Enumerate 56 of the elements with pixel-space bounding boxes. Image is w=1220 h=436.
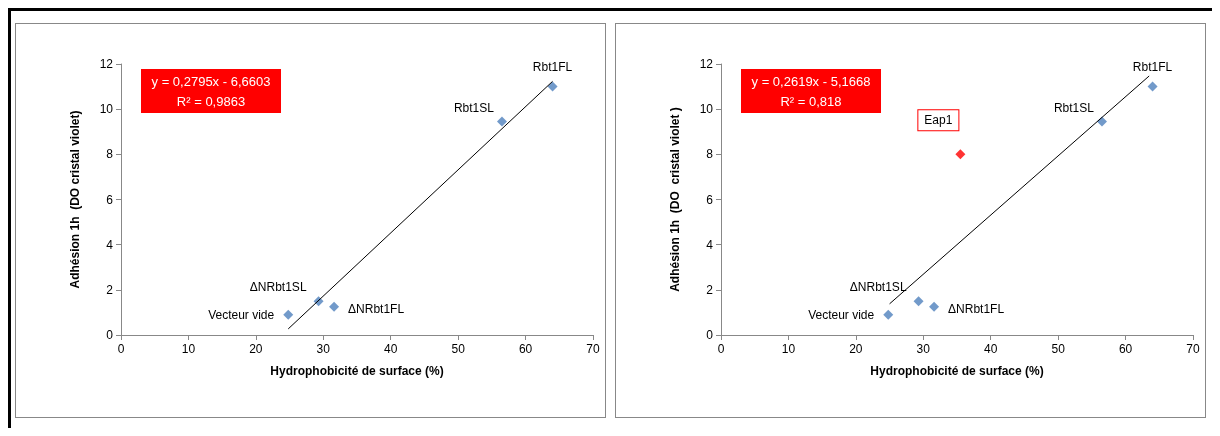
point — [883, 309, 894, 320]
x-tick-label: 30 — [316, 342, 331, 356]
y-tick-label: 10 — [699, 102, 714, 117]
x-tick-label: 20 — [849, 342, 863, 356]
annotation: y = 0,2795x - 6,6603 R² = 0,9863 — [151, 73, 271, 109]
point — [1147, 81, 1158, 92]
point — [955, 149, 966, 160]
x-axis-title: Hydrophobicité de surface (%) — [270, 364, 444, 378]
annotation: Rbt1FL — [1132, 59, 1173, 74]
x-tick-label: 20 — [249, 342, 263, 356]
y-tick-label: 2 — [706, 282, 714, 297]
point — [913, 296, 924, 307]
annotation: ΔNRbt1SL — [849, 280, 907, 295]
annotation: ΔNRbt1SL — [249, 280, 307, 295]
y-tick-label: 4 — [106, 237, 114, 252]
x-tick-label: 40 — [384, 342, 398, 356]
annotation: Rbt1SL — [1053, 100, 1095, 115]
x-tick-label: 0 — [117, 342, 125, 356]
point — [547, 81, 558, 92]
y-tick-label: 4 — [706, 237, 714, 252]
y-tick-label: 8 — [706, 147, 714, 162]
x-tick-label: 60 — [1118, 342, 1133, 356]
annotation: ΔNRbt1FL — [948, 301, 1005, 316]
point — [929, 301, 940, 312]
y-tick-label: 0 — [106, 328, 114, 342]
x-tick-label: 30 — [916, 342, 931, 356]
x-tick-label: 0 — [717, 342, 725, 356]
y-tick-label: 12 — [99, 57, 114, 71]
y-axis-title: Adhésion 1h (DO cristal violet ) — [668, 107, 682, 292]
y-axis-title: Adhésion 1h (DO cristal violet) — [68, 110, 82, 289]
annotation: ΔNRbt1FL — [348, 301, 405, 316]
annotation: Rbt1SL — [453, 100, 495, 115]
annotation: Rbt1FL — [532, 59, 573, 74]
x-tick-label: 10 — [781, 342, 796, 356]
y-tick-label: 6 — [106, 192, 114, 207]
y-tick-label: 12 — [699, 57, 714, 71]
x-tick-label: 70 — [586, 342, 600, 356]
point — [496, 116, 507, 127]
y-tick-label: 0 — [706, 328, 714, 342]
y-tick-label: 8 — [106, 147, 114, 162]
y-tick-label: 2 — [106, 282, 114, 297]
y-tick-label: 10 — [99, 102, 114, 117]
annotation: y = 0,2619x - 5,1668 R² = 0,818 — [751, 73, 871, 109]
point — [329, 301, 340, 312]
y-tick-label: 6 — [706, 192, 714, 207]
x-tick-label: 60 — [518, 342, 533, 356]
x-axis-title: Hydrophobicité de surface (%) — [870, 364, 1044, 378]
x-tick-label: 10 — [181, 342, 196, 356]
annotation: Vecteur vide — [808, 307, 875, 322]
x-tick-label: 70 — [1186, 342, 1200, 356]
x-tick-label: 40 — [984, 342, 998, 356]
annotation: Vecteur vide — [208, 307, 275, 322]
annotation: Eap1 — [924, 113, 953, 128]
x-tick-label: 50 — [1051, 342, 1066, 356]
x-tick-label: 50 — [451, 342, 466, 356]
point — [283, 309, 294, 320]
